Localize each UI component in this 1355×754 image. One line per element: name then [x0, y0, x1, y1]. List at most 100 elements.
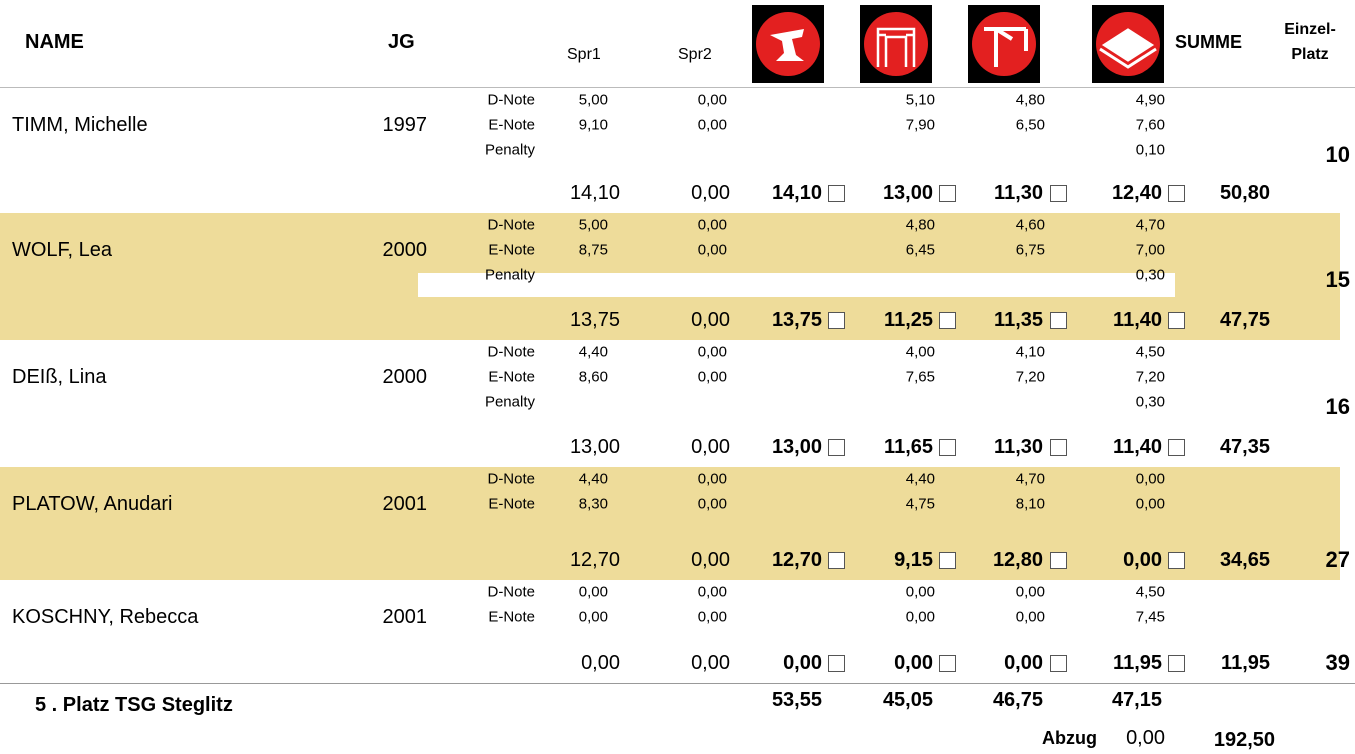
athlete-year: 2001 [382, 493, 428, 515]
score: 9,10 [578, 116, 608, 134]
total: 13,75 [771, 309, 822, 331]
total: 47,35 [1219, 436, 1270, 458]
score: 0,00 [697, 216, 727, 234]
total: 13,00 [882, 182, 933, 204]
line-label: Penalty [484, 266, 535, 284]
athlete-year: 2000 [382, 239, 428, 261]
score: 0,00 [1015, 583, 1045, 601]
checkbox [939, 655, 956, 672]
score: 0,00 [905, 583, 935, 601]
total: 0,00 [581, 652, 620, 674]
place: 16 [1325, 394, 1350, 419]
score: 4,70 [1015, 470, 1045, 488]
total: 11,95 [1221, 652, 1270, 674]
total: 11,40 [1113, 309, 1162, 331]
total: 11,40 [1113, 436, 1162, 458]
footer-total: 45,05 [882, 689, 933, 711]
header-spr1: Spr1 [567, 46, 601, 63]
checkbox [1050, 439, 1067, 456]
total: 11,95 [1113, 652, 1162, 674]
row-background [0, 467, 1340, 580]
separator [0, 683, 1355, 684]
athlete-year: 1997 [382, 114, 428, 136]
score: 8,75 [578, 241, 608, 259]
total: 0,00 [1004, 652, 1043, 674]
total: 11,65 [884, 436, 933, 458]
score: 8,30 [578, 495, 608, 513]
checkbox [1168, 439, 1185, 456]
score: 0,00 [1135, 470, 1165, 488]
header-place: Einzel- [1284, 21, 1336, 38]
total: 12,70 [569, 549, 620, 571]
score: 0,00 [578, 608, 608, 626]
total: 11,30 [994, 182, 1043, 204]
score: 7,00 [1135, 241, 1165, 259]
line-label: E-Note [488, 116, 535, 134]
total: 0,00 [691, 309, 730, 331]
total: 14,10 [771, 182, 822, 204]
beam-icon [968, 5, 1040, 83]
checkbox [939, 312, 956, 329]
total: 9,15 [894, 549, 933, 571]
score: 7,65 [905, 368, 935, 386]
line-label: E-Note [488, 608, 535, 626]
total: 13,00 [771, 436, 822, 458]
team-place: 5 . Platz TSG Steglitz [35, 694, 233, 716]
place: 10 [1325, 142, 1350, 167]
score: 7,90 [905, 116, 935, 134]
place: 39 [1325, 650, 1350, 675]
header-place: Platz [1291, 46, 1329, 63]
score: 6,75 [1015, 241, 1045, 259]
checkbox [1050, 312, 1067, 329]
floor-icon [1092, 5, 1164, 83]
header-spr2: Spr2 [678, 46, 712, 63]
score: 4,90 [1135, 91, 1165, 109]
total: 0,00 [691, 182, 730, 204]
total: 12,80 [992, 549, 1043, 571]
total: 0,00 [1123, 549, 1162, 571]
score: 5,00 [578, 216, 608, 234]
score: 0,00 [905, 608, 935, 626]
score: 0,00 [697, 368, 727, 386]
score: 0,10 [1135, 141, 1165, 159]
checkbox [1050, 185, 1067, 202]
checkbox [1168, 185, 1185, 202]
athlete-name: KOSCHNY, Rebecca [12, 606, 199, 628]
score: 8,10 [1015, 495, 1045, 513]
athlete-name: DEIß, Lina [12, 366, 107, 388]
athlete-year: 2001 [382, 606, 428, 628]
footer-total: 53,55 [771, 689, 822, 711]
athlete-name: WOLF, Lea [12, 239, 113, 261]
score: 0,00 [1135, 495, 1165, 513]
place: 27 [1325, 547, 1350, 572]
score: 8,60 [578, 368, 608, 386]
checkbox [828, 552, 845, 569]
total: 11,25 [884, 309, 933, 331]
total: 13,75 [569, 309, 620, 331]
total: 34,65 [1219, 549, 1270, 571]
score: 0,00 [697, 495, 727, 513]
checkbox [1050, 552, 1067, 569]
line-label: E-Note [488, 241, 535, 259]
vault-icon [752, 5, 824, 83]
checkbox [1168, 312, 1185, 329]
athlete-year: 2000 [382, 366, 428, 388]
total: 11,30 [994, 436, 1043, 458]
total: 11,35 [994, 309, 1043, 331]
separator [0, 87, 1355, 88]
footer-total: 46,75 [992, 689, 1043, 711]
checkbox [828, 439, 845, 456]
score: 4,80 [905, 216, 935, 234]
total: 12,70 [771, 549, 822, 571]
score: 4,00 [905, 343, 935, 361]
score: 4,50 [1135, 583, 1165, 601]
bars-icon [860, 5, 932, 83]
deduction: 0,00 [1126, 727, 1165, 749]
line-label: E-Note [488, 495, 535, 513]
checkbox [828, 312, 845, 329]
total: 14,10 [569, 182, 620, 204]
total: 0,00 [691, 436, 730, 458]
header-summe: SUMME [1175, 32, 1242, 52]
score: 7,60 [1135, 116, 1165, 134]
score: 0,30 [1135, 266, 1165, 284]
